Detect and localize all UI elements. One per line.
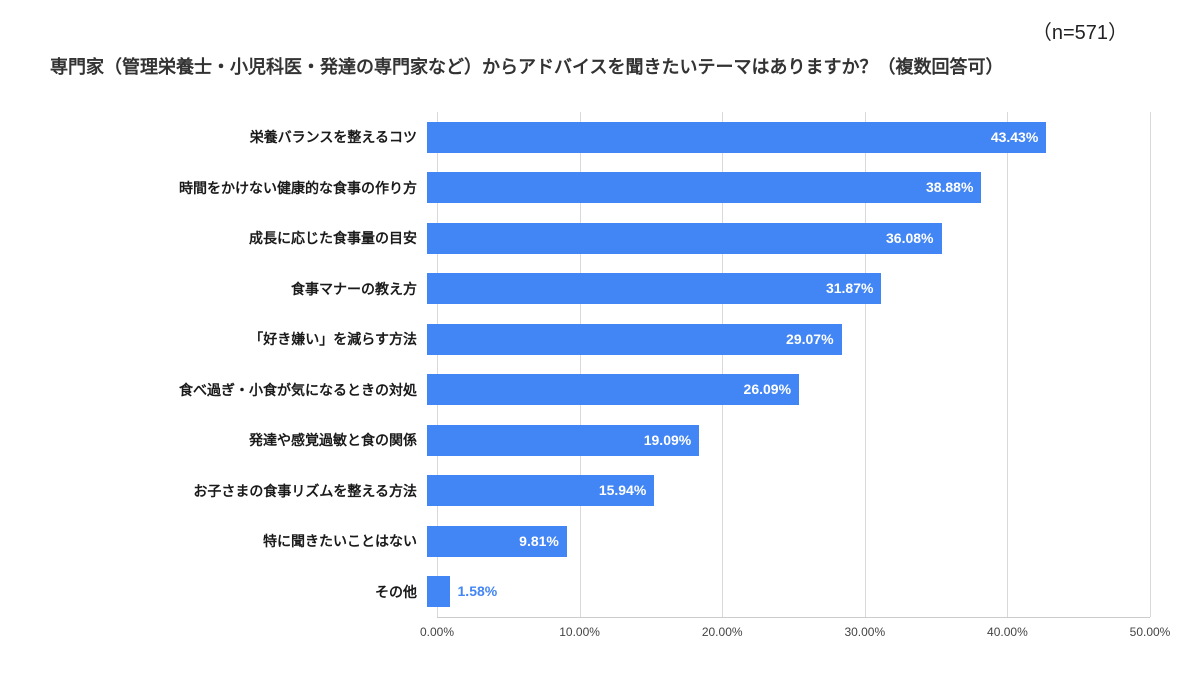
bar-track: 1.58% — [427, 576, 1140, 608]
chart-row: 成長に応じた食事量の目安 36.08% — [0, 213, 1150, 264]
chart-row: 時間をかけない健康的な食事の作り方 38.88% — [0, 163, 1150, 214]
bar-track: 43.43% — [427, 121, 1140, 153]
bar-track: 26.09% — [427, 374, 1140, 406]
bar-track: 36.08% — [427, 222, 1140, 254]
bar-track: 38.88% — [427, 172, 1140, 204]
value-label: 15.94% — [598, 482, 647, 499]
value-label: 26.09% — [743, 381, 792, 398]
value-label: 9.81% — [519, 532, 559, 549]
bar: 15.94% — [427, 475, 655, 507]
chart-rows: 栄養バランスを整えるコツ 43.43% 時間をかけない健康的な食事の作り方 38.88… — [0, 112, 1150, 617]
gridline — [722, 112, 724, 617]
bar: 9.81% — [427, 525, 567, 557]
gridline — [437, 112, 438, 617]
category-label: お子さまの食事リズムを整える方法 — [193, 482, 417, 499]
chart-row: 特に聞きたいことはない 9.81% — [0, 516, 1150, 567]
x-axis: 0.00% 10.00% 20.00% 30.00% 40.00% 50.00% — [420, 625, 1170, 645]
chart-row: 食事マナーの教え方 31.87% — [0, 264, 1150, 315]
bar: 38.88% — [427, 172, 982, 204]
x-axis-tick-label: 10.00% — [559, 625, 600, 639]
value-label: 43.43% — [990, 128, 1039, 145]
chart-row: 「好き嫌い」を減らす方法 29.07% — [0, 314, 1150, 365]
category-label: 時間をかけない健康的な食事の作り方 — [179, 179, 417, 196]
category-label: 食事マナーの教え方 — [291, 280, 417, 297]
category-label: 食べ過ぎ・小食が気になるときの対処 — [179, 381, 417, 398]
gridlines — [437, 112, 1151, 617]
category-label: 栄養バランスを整えるコツ — [249, 129, 417, 146]
x-axis-tick-label: 30.00% — [844, 625, 886, 639]
chart-row: 栄養バランスを整えるコツ 43.43% — [0, 112, 1150, 163]
bar-track: 15.94% — [427, 475, 1140, 507]
value-label: 19.09% — [643, 431, 692, 448]
bar: 43.43% — [427, 121, 1047, 153]
gridline — [864, 112, 866, 617]
bar: 29.07% — [427, 323, 842, 355]
bar-track: 31.87% — [427, 273, 1140, 305]
chart-title: 専門家（管理栄養士・小児科医・発達の専門家など）からアドバイスを聞きたいテーマは… — [50, 57, 1004, 77]
bar: 26.09% — [427, 374, 800, 406]
bar: 19.09% — [427, 424, 700, 456]
axis-baseline — [437, 617, 1150, 618]
category-label: 「好き嫌い」を減らす方法 — [249, 331, 417, 348]
gridline — [579, 112, 581, 617]
bar-track: 29.07% — [427, 323, 1140, 355]
horizontal-bar-chart: 栄養バランスを整えるコツ 43.43% 時間をかけない健康的な食事の作り方 38.88… — [0, 112, 1170, 672]
chart-row: 食べ過ぎ・小食が気になるときの対処 26.09% — [0, 365, 1150, 416]
bar: 36.08% — [427, 222, 942, 254]
bar-track: 19.09% — [427, 424, 1140, 456]
gridline — [1150, 112, 1151, 617]
gridline — [1007, 112, 1009, 617]
value-label: 1.58% — [457, 583, 498, 600]
category-label: 成長に応じた食事量の目安 — [249, 230, 417, 247]
bar-track: 9.81% — [427, 525, 1140, 557]
value-label: 31.87% — [825, 280, 874, 297]
sample-size-note: （n=571） — [1031, 22, 1128, 44]
category-label: 発達や感覚過敏と食の関係 — [249, 432, 417, 449]
x-axis-tick-label: 40.00% — [987, 625, 1028, 639]
value-label: 29.07% — [786, 330, 834, 347]
value-label: 36.08% — [886, 229, 934, 246]
bar: 31.87% — [427, 273, 882, 305]
category-label: その他 — [375, 583, 417, 600]
chart-row: 発達や感覚過敏と食の関係 19.09% — [0, 415, 1150, 466]
x-axis-tick-label: 20.00% — [701, 625, 743, 639]
chart-row: その他 1.58% — [0, 567, 1150, 618]
value-label: 38.88% — [925, 179, 974, 196]
x-axis-tick-label: 0.00% — [419, 625, 455, 639]
category-label: 特に聞きたいことはない — [263, 533, 417, 550]
bar: 1.58% — [427, 576, 497, 608]
x-axis-tick-label: 50.00% — [1129, 625, 1171, 639]
chart-row: お子さまの食事リズムを整える方法 15.94% — [0, 466, 1150, 517]
